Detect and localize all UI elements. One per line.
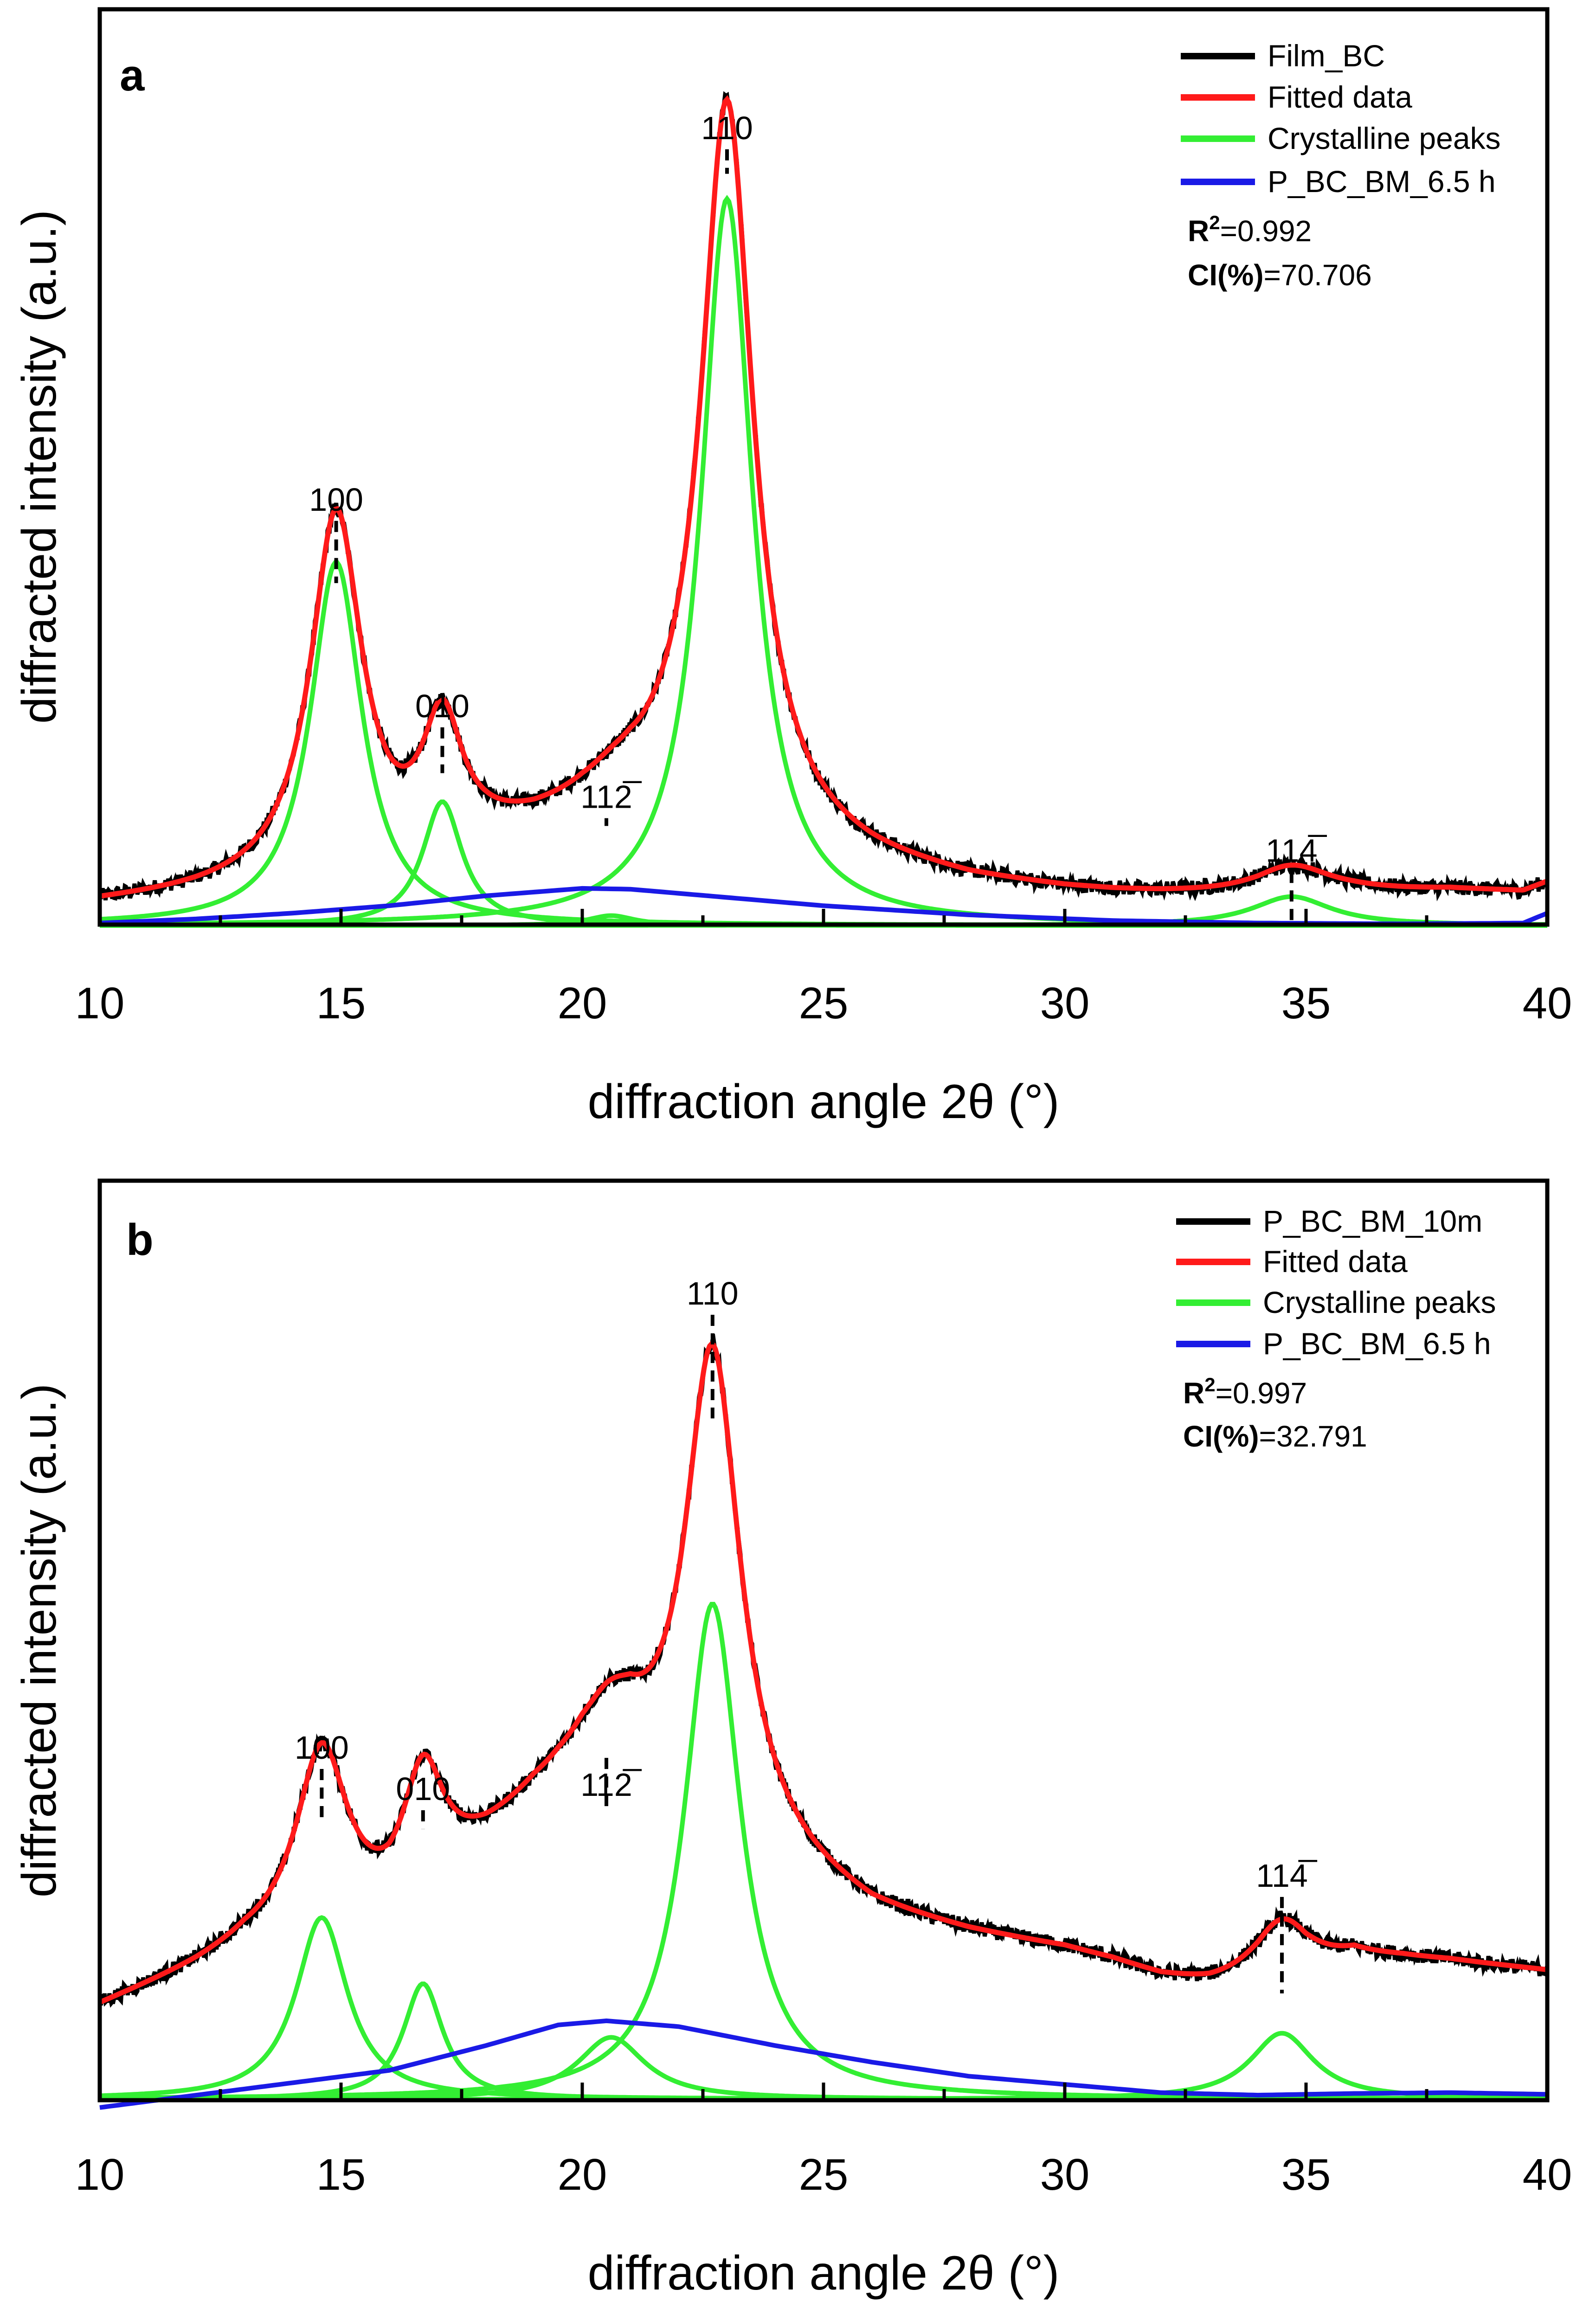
x-tick-label-15: 15 [316, 2150, 366, 2199]
peak-label-112̅: 112̅ [580, 779, 642, 815]
legend-label-amorphous: P_BC_BM_6.5 h [1263, 1326, 1491, 1361]
panel-b-x-axis-title: diffraction angle 2θ (°) [588, 2246, 1060, 2300]
x-tick-label-25: 25 [799, 2150, 849, 2199]
x-tick-label-35: 35 [1281, 2150, 1331, 2199]
peak-label-110: 110 [687, 1275, 739, 1312]
x-tick-label-30: 30 [1040, 978, 1090, 1028]
x-tick-label-25: 25 [799, 978, 849, 1028]
legend-label-crystalline: Crystalline peaks [1263, 1285, 1496, 1319]
legend-label-crystalline: Crystalline peaks [1268, 121, 1501, 155]
peak-label-114̅: 114̅ [1256, 1858, 1318, 1894]
fitted-data-series [98, 1340, 1548, 2005]
panel-b-r-squared: R2=0.997 [1183, 1374, 1307, 1410]
x-tick-label-10: 10 [75, 978, 125, 1028]
crystalline-peak-3 [100, 194, 1547, 927]
panel-a-letter: a [120, 51, 145, 100]
x-tick-label-20: 20 [558, 978, 607, 1028]
x-tick-label-30: 30 [1040, 2150, 1090, 2199]
panel-b-crystallinity-index: CI(%)=32.791 [1183, 1420, 1367, 1453]
legend-label-fit: Fitted data [1263, 1244, 1408, 1279]
panel-a-r-squared: R2=0.992 [1188, 212, 1312, 248]
panel-b: 100 010 112̅ 110 114̅ 10 15 20 25 30 35 40 b diffr… [13, 1178, 1572, 2300]
legend-label-raw: P_BC_BM_10m [1263, 1204, 1482, 1238]
panel-b-peak-markers: 100 010 112̅ 110 114̅ [295, 1275, 1318, 1993]
panel-a-y-axis-title: diffracted intensity (a.u.) [13, 210, 66, 724]
peak-label-114̅: 114̅ [1266, 832, 1327, 868]
panel-b-legend: P_BC_BM_10m Fitted data Crystalline peak… [1176, 1204, 1496, 1361]
x-tick-label-20: 20 [558, 2150, 607, 2199]
peak-label-100: 100 [309, 482, 363, 518]
peak-label-010: 010 [396, 1771, 450, 1807]
panel-a-legend: Film_BC Fitted data Crystalline peaks P_… [1181, 39, 1501, 199]
x-tick-label-35: 35 [1281, 978, 1331, 1028]
panel-a-crystallinity-index: CI(%)=70.706 [1188, 258, 1372, 292]
legend-label-fit: Fitted data [1268, 80, 1412, 114]
panel-b-curves [97, 1333, 1550, 2110]
panel-b-letter: b [126, 1215, 154, 1265]
x-tick-label-15: 15 [316, 978, 366, 1028]
legend-label-amorphous: P_BC_BM_6.5 h [1268, 164, 1496, 199]
panel-a-peak-markers: 100 010 112̅ 110 114̅ [309, 110, 1327, 926]
peak-label-112̅: 112̅ [580, 1767, 642, 1803]
peak-label-110: 110 [701, 110, 753, 146]
panel-a: 100 010 112̅ 110 114̅ 10 15 20 25 30 35 40 a diffr… [13, 7, 1572, 1129]
fitted-data-series [99, 95, 1548, 899]
legend-label-raw: Film_BC [1268, 39, 1385, 73]
panel-a-x-axis-title: diffraction angle 2θ (°) [588, 1075, 1060, 1129]
panel-b-plot-frame [97, 1178, 1550, 2103]
panel-b-y-axis-title: diffracted intensity (a.u.) [13, 1383, 66, 1897]
x-tick-label-40: 40 [1523, 978, 1572, 1028]
peak-label-100: 100 [295, 1730, 349, 1766]
panel-b-x-axis: 10 15 20 25 30 35 40 [75, 2083, 1572, 2199]
x-tick-label-40: 40 [1523, 2150, 1572, 2199]
peak-label-010: 010 [415, 688, 470, 724]
panel-a-x-axis: 10 15 20 25 30 35 40 [75, 909, 1572, 1028]
x-tick-label-10: 10 [75, 2150, 125, 2199]
